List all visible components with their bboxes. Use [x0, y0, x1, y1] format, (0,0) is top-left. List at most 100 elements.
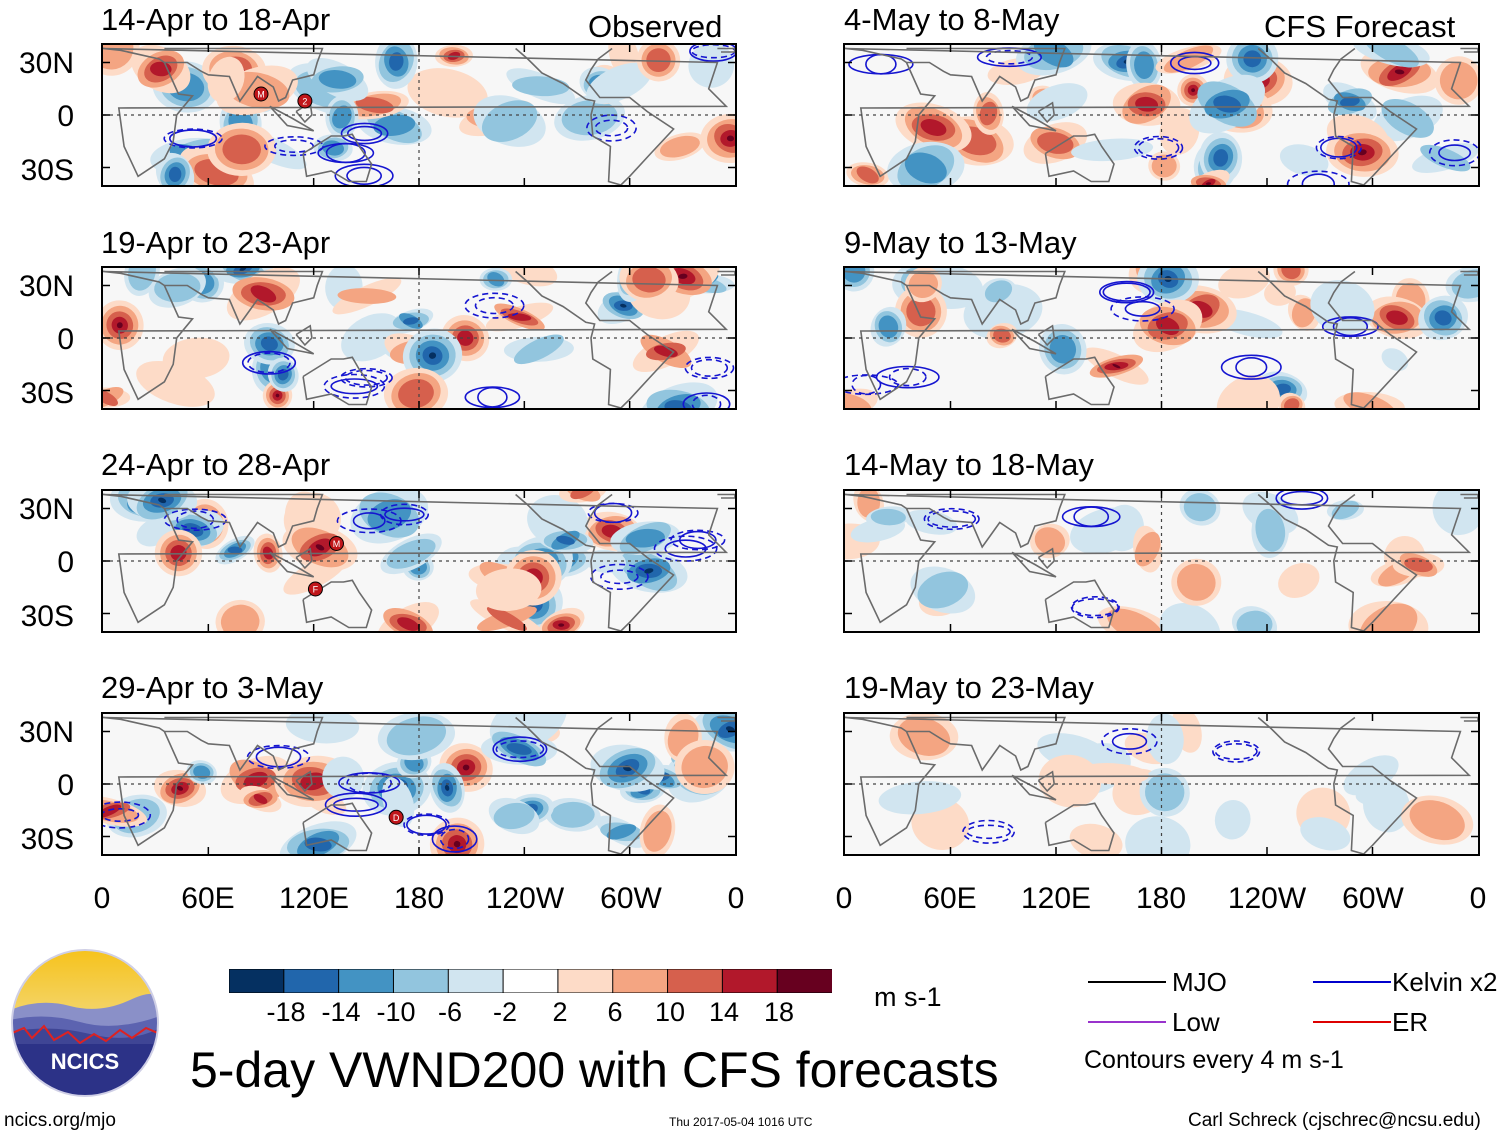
kelvin-contour [339, 367, 393, 388]
x-label: 180 [393, 882, 445, 915]
legend-line-mjo [1088, 981, 1166, 983]
y-label: 30N [18, 270, 74, 303]
kelvin-contour [1315, 135, 1362, 160]
coastline [269, 328, 315, 355]
coastline [1460, 270, 1478, 276]
kelvin-contour [1169, 51, 1220, 75]
kelvin-contour [163, 508, 227, 532]
anomaly-shade [1381, 348, 1409, 372]
anomaly-shade [1183, 493, 1217, 522]
anomaly-shade [260, 336, 278, 352]
coastline [1257, 270, 1418, 408]
coastline [1011, 551, 1057, 578]
anomaly-shade [1409, 800, 1465, 841]
kelvin-contour [1220, 354, 1282, 380]
kelvin-contour [346, 166, 382, 185]
kelvin-contour [594, 119, 629, 137]
anomaly-shade [462, 764, 470, 771]
kelvin-contour [1099, 280, 1155, 304]
anomaly-shade [158, 497, 167, 504]
legend-line-low [1088, 1021, 1166, 1023]
anomaly-shade [1216, 375, 1281, 408]
anomaly-shade [917, 571, 969, 609]
anomaly-shade [386, 716, 447, 756]
storm-marker: D [388, 809, 404, 825]
y-label: 30S [20, 377, 74, 410]
colorbar-swatch [447, 969, 505, 993]
kelvin-contour [593, 502, 633, 524]
kelvin-contour [684, 356, 735, 380]
coastline [1037, 324, 1056, 347]
anomaly-shade [585, 549, 627, 574]
anomaly-shade [1112, 363, 1121, 369]
anomaly-shade [1284, 398, 1300, 408]
kelvin-contour [586, 114, 637, 142]
anomaly-shade [904, 152, 947, 184]
anomaly-shade [570, 491, 596, 500]
map-observed-2 [101, 266, 737, 410]
panel-title: 4-May to 8-May [844, 2, 1060, 37]
coastline [515, 270, 675, 408]
anomaly-shade [398, 379, 434, 408]
coastline [1460, 716, 1478, 722]
anomaly-shade [318, 70, 357, 89]
anomaly-shade [407, 68, 488, 118]
kelvin-contour [1321, 316, 1379, 338]
colorbar-label: -18 [266, 997, 306, 1027]
footer-url: ncics.org/mjo [4, 1110, 116, 1131]
anomaly-shade [897, 717, 951, 756]
panel-title: 24-Apr to 28-Apr [101, 447, 331, 482]
x-label: 120E [1020, 882, 1092, 915]
kelvin-contour [324, 792, 388, 817]
coastline [717, 493, 735, 499]
anomaly-shade [856, 166, 879, 184]
colorbar-label: -2 [492, 997, 517, 1027]
coastline [717, 47, 735, 53]
kelvin-contour [103, 801, 152, 829]
anomaly-shade [250, 285, 277, 303]
colorbar-label: -10 [376, 997, 416, 1027]
anomaly-shade [906, 296, 936, 327]
kelvin-contour [103, 808, 140, 822]
anomaly-shade [475, 568, 542, 611]
anomaly-shade [457, 330, 474, 346]
kelvin-contour [678, 530, 717, 550]
anomaly-shade [550, 801, 595, 828]
kelvin-contour [1071, 598, 1120, 617]
colorbar-swatch [229, 969, 285, 993]
kelvin-contour [379, 503, 430, 526]
coastline [269, 105, 315, 132]
anomaly-shade [993, 328, 1011, 343]
anomaly-shade [643, 810, 672, 852]
logo-text: NCICS [51, 1049, 119, 1074]
kelvin-contour [1280, 491, 1324, 506]
anomaly-shade [586, 62, 652, 105]
map-forecast-4 [843, 712, 1480, 856]
colorbar [229, 969, 832, 993]
anomaly-shade [908, 270, 938, 299]
map-forecast-2 [843, 266, 1480, 410]
kelvin-contour [347, 125, 383, 142]
coastline [302, 356, 373, 406]
anomaly-shade [1071, 138, 1154, 162]
coastline [295, 547, 313, 570]
anomaly-shade [1038, 754, 1102, 808]
anomaly-shade [253, 794, 268, 804]
anomaly-shade [1451, 269, 1478, 299]
coastline [845, 493, 1472, 624]
colorbar-swatch [338, 969, 395, 993]
coastline [164, 270, 324, 326]
kelvin-contour [1102, 282, 1151, 302]
kelvin-contour [966, 824, 1011, 840]
colorbar-swatch [667, 969, 724, 993]
coastline [845, 270, 1472, 401]
anomaly-shade [275, 393, 280, 398]
anomaly-shade [1213, 95, 1241, 113]
anomaly-shade [220, 604, 260, 631]
anomaly-shade [1151, 154, 1177, 178]
anomaly-shade [1145, 773, 1185, 812]
kelvin-contour [1101, 727, 1158, 755]
panel-title: 19-Apr to 23-Apr [101, 225, 331, 260]
ncics-logo: NCICS [10, 948, 160, 1098]
colorbar-label: 10 [654, 997, 686, 1027]
